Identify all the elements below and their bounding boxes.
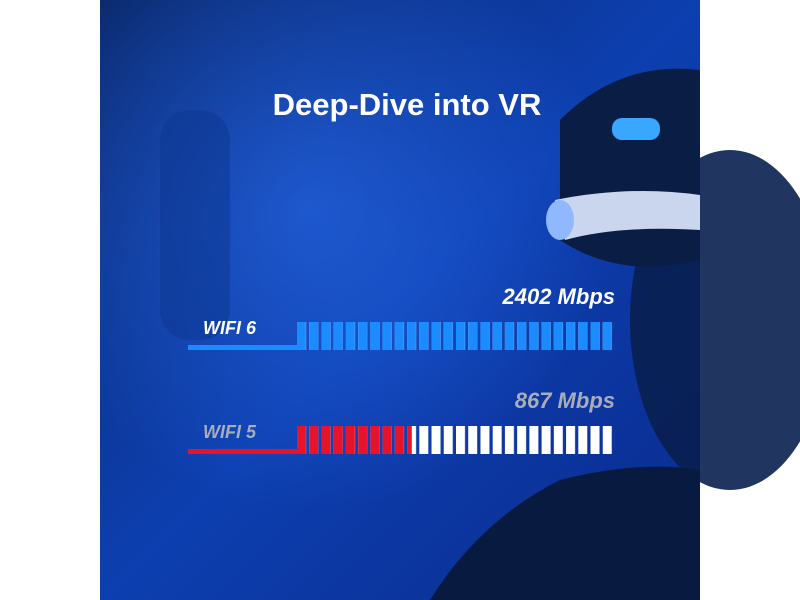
label-underline: [188, 345, 300, 350]
category-label: WIFI 5: [203, 422, 257, 442]
label-underline: [188, 449, 300, 454]
bar: [297, 426, 412, 454]
chart-title: Deep-Dive into VR: [273, 87, 542, 122]
value-label: 867 Mbps: [515, 388, 615, 413]
bars: 2402 Mbps WIFI 6 867 Mbps WIFI 5: [188, 284, 615, 454]
category-label: WIFI 6: [203, 318, 257, 338]
bar: [297, 322, 615, 350]
background: [100, 0, 800, 600]
value-label: 2402 Mbps: [502, 284, 616, 309]
